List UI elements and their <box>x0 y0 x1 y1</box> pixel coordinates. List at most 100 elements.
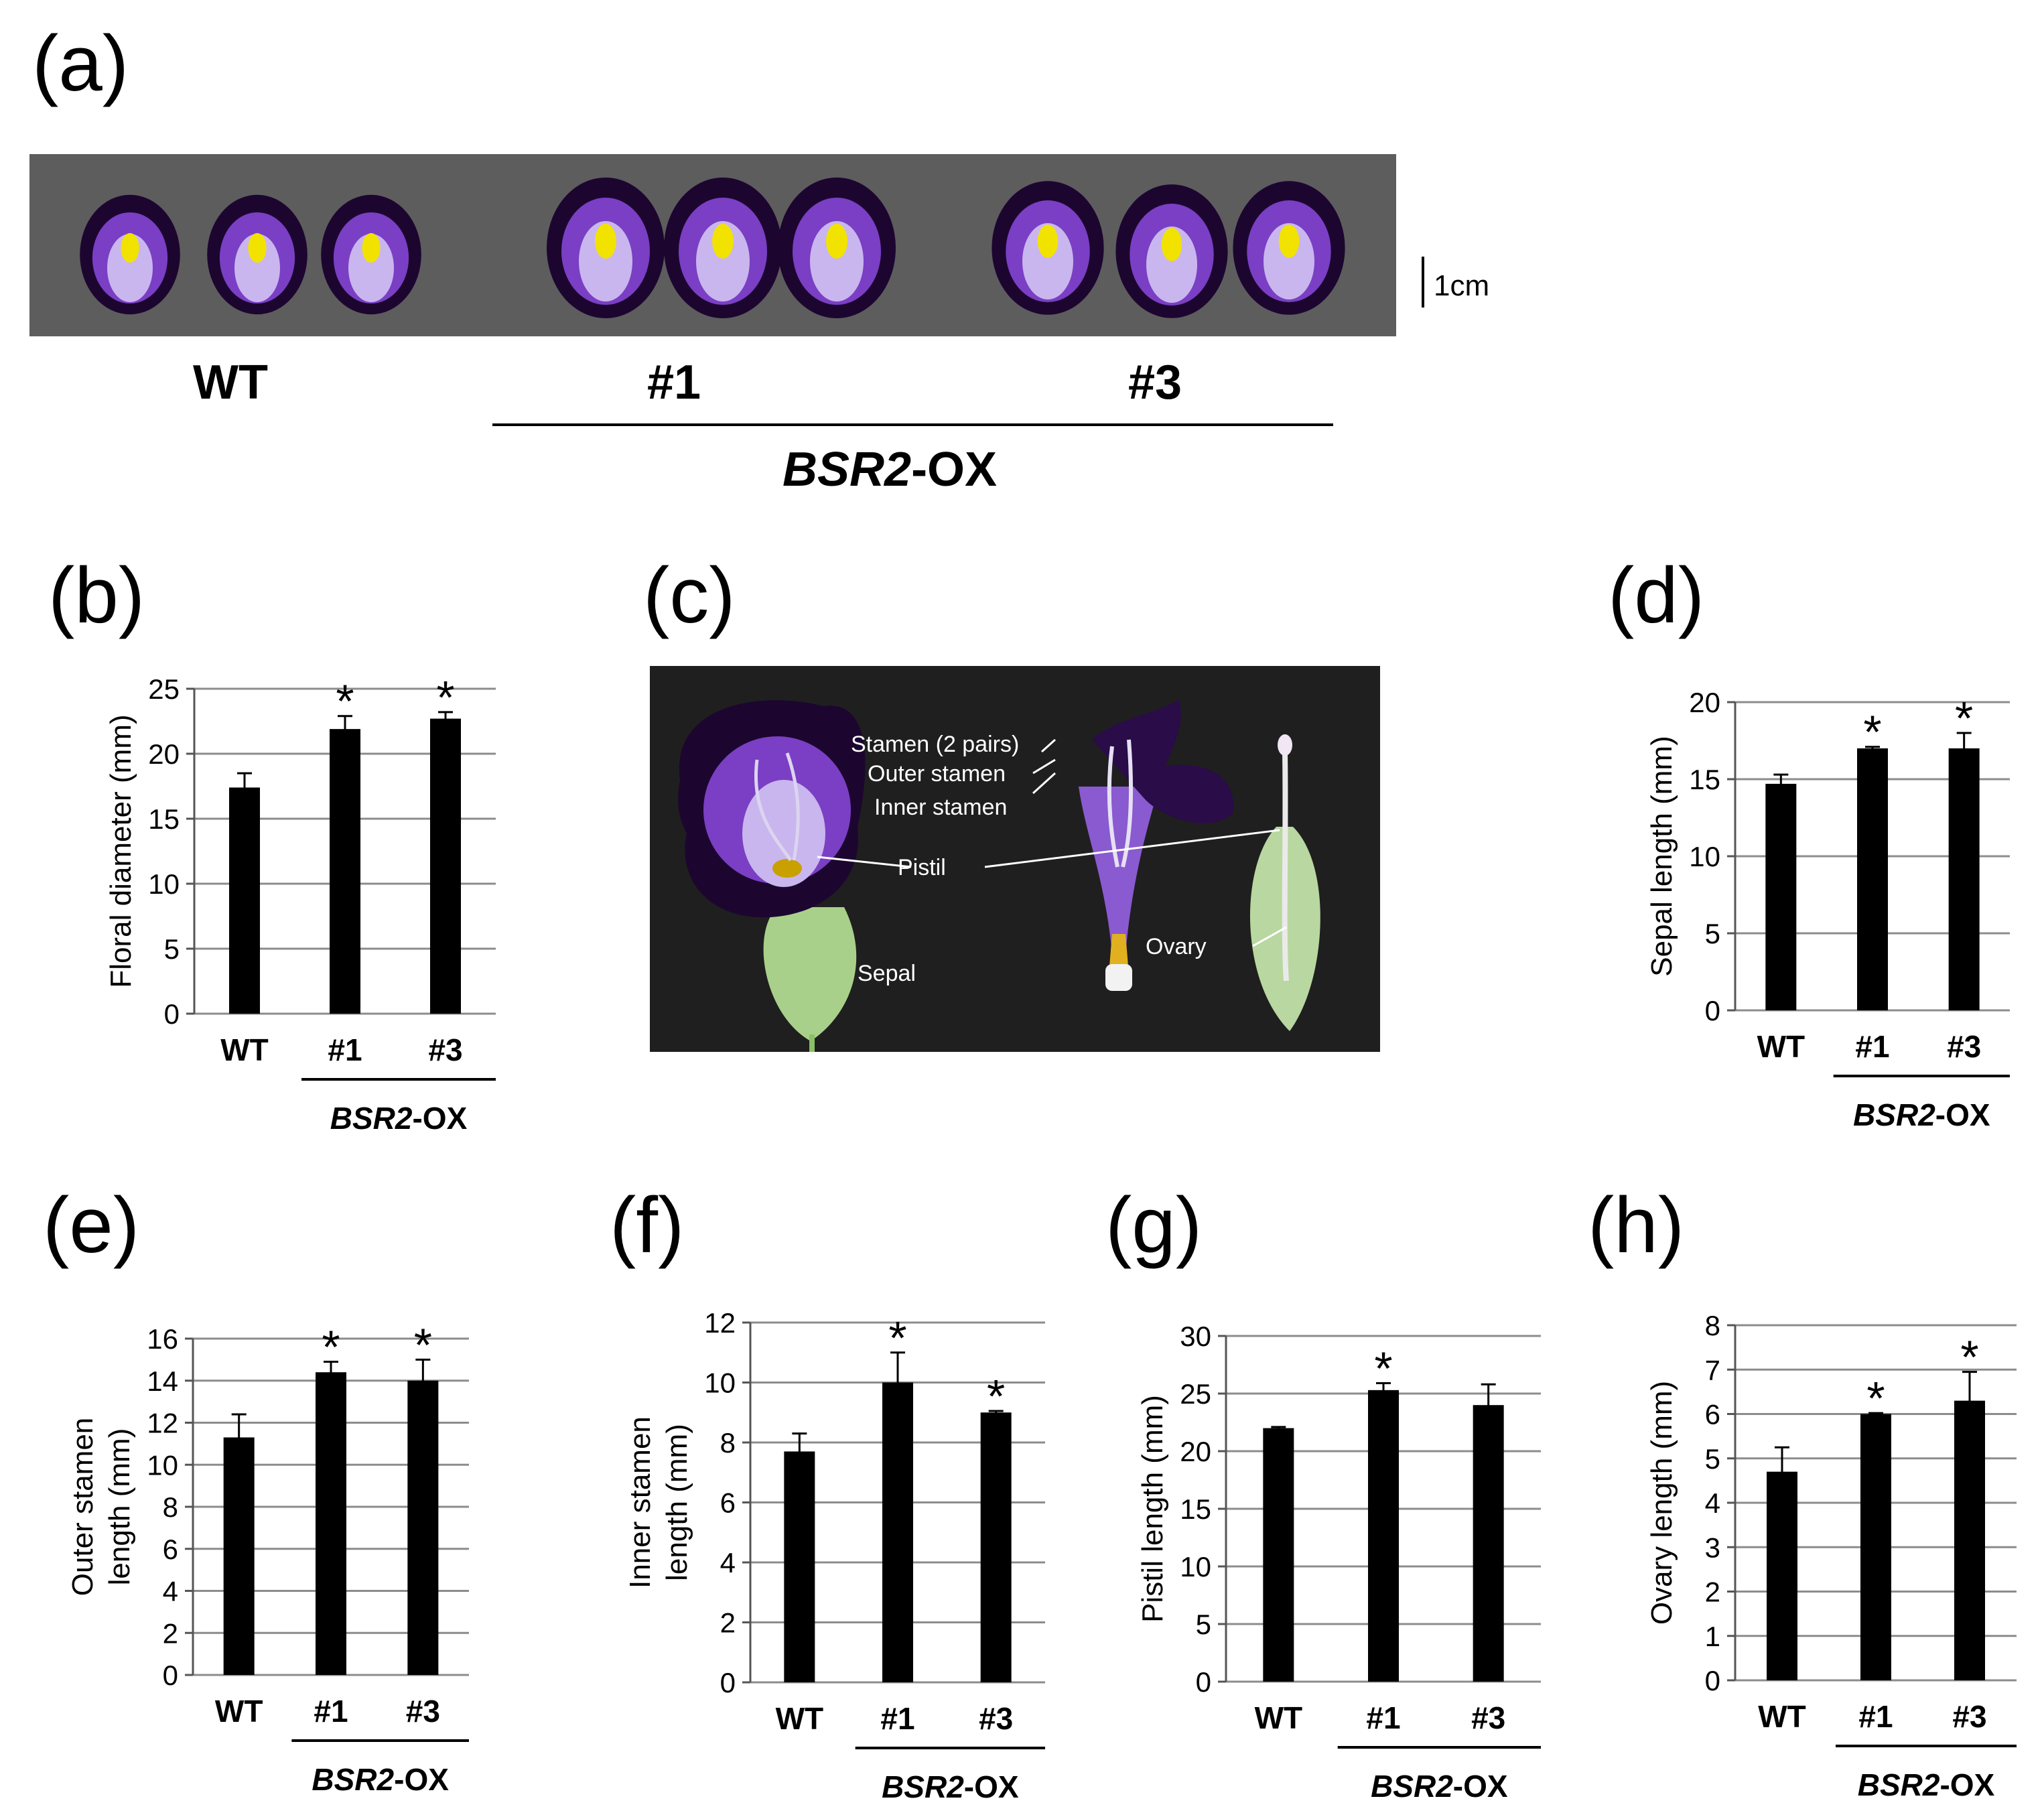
middle-upper-petals <box>1092 699 1234 823</box>
y-tick-label: 0 <box>163 1660 178 1691</box>
chart-sepal-length: 0 5 10 15 20 WT * #1 * #3 BSR2-OX Sepal length (mm) <box>1645 687 2010 1132</box>
y-tick-label: 8 <box>720 1427 736 1459</box>
y-tick-label: 4 <box>163 1576 178 1607</box>
group-suffix: -OX <box>1453 1769 1508 1804</box>
panel-label-a: (a) <box>32 19 129 108</box>
y-tick-label: 10 <box>147 1449 178 1481</box>
significance-star: * <box>414 1320 432 1371</box>
category-label: #3 <box>428 1032 462 1067</box>
bar-#1 <box>1860 1414 1891 1680</box>
bar-#1 <box>316 1372 346 1675</box>
y-tick-label: 0 <box>1705 995 1720 1026</box>
scale-bar-label: 1cm <box>1434 269 1490 302</box>
flower-photo-a <box>29 154 1396 336</box>
flower-nectar-guide <box>1037 224 1059 258</box>
middle-stamens <box>1107 739 1134 868</box>
group-suffix: -OX <box>1939 1767 1994 1802</box>
y-tick-label: 2 <box>163 1617 178 1649</box>
chart-outer-stamen-length: 0 2 4 6 8 10 12 14 16 WT * #1 * #3 BSR2-OX Outer stamen… <box>66 1320 469 1797</box>
scale-bar <box>1422 257 1424 308</box>
significance-star: * <box>1866 1372 1885 1424</box>
sepal-shape <box>763 907 857 1041</box>
bar-WT <box>1765 783 1797 1010</box>
y-tick-label: 8 <box>163 1491 178 1523</box>
stamen-pointer <box>1032 738 1057 795</box>
y-tick-label: 30 <box>1180 1321 1211 1352</box>
panel-label-d: (d) <box>1608 551 1705 640</box>
flower-2 <box>207 194 308 315</box>
y-tick-label: 5 <box>1196 1609 1211 1640</box>
bar-#3 <box>1473 1405 1504 1682</box>
middle-tube <box>1079 787 1159 954</box>
label-pistil: Pistil <box>898 855 946 880</box>
gene-suffix: -OX <box>911 443 998 496</box>
chart-ovary-length: 0 1 2 3 4 5 6 7 8 WT * #1 * #3 BSR2-OX Ovary length (mm… <box>1645 1310 2017 1802</box>
significance-star: * <box>1863 706 1881 758</box>
y-tick-label: 15 <box>148 803 180 835</box>
bar-#1 <box>1368 1390 1399 1682</box>
y-axis-label: length (mm) <box>103 1428 136 1586</box>
significance-star: * <box>1960 1331 1978 1384</box>
group-label: BSR2-OX <box>312 1762 449 1797</box>
y-tick-label: 2 <box>720 1607 736 1639</box>
dissection-illustration: Stamen (2 pairs) Outer stamen Inner stam… <box>678 699 1320 1052</box>
category-label: #1 <box>314 1694 348 1729</box>
category-label: WT <box>1255 1700 1303 1735</box>
bar-#3 <box>407 1380 439 1675</box>
bar-#1 <box>1857 748 1888 1010</box>
y-tick-label: 20 <box>148 738 180 770</box>
bar-WT <box>1767 1471 1797 1680</box>
significance-star: * <box>322 1321 340 1373</box>
bar-WT <box>223 1437 255 1675</box>
flower-nectar-guide <box>248 232 267 263</box>
panel-label-c: (c) <box>643 551 736 640</box>
y-tick-label: 7 <box>1705 1354 1720 1386</box>
flower-throat <box>1022 223 1073 299</box>
y-tick-label: 0 <box>1705 1665 1720 1696</box>
group-gene: BSR2 <box>1371 1769 1453 1804</box>
gene-name: BSR2 <box>782 443 912 496</box>
y-tick-label: 14 <box>147 1365 178 1397</box>
flower-throat <box>810 221 864 301</box>
bar-#1 <box>882 1382 913 1682</box>
y-tick-label: 1 <box>1705 1621 1720 1652</box>
category-label: WT <box>1758 1699 1806 1734</box>
flower-3 <box>321 194 421 315</box>
y-axis-label: Pistil length (mm) <box>1136 1395 1169 1623</box>
significance-star: * <box>1374 1343 1392 1395</box>
bar-#3 <box>430 718 461 1014</box>
significance-star: * <box>987 1370 1005 1422</box>
chart-pistil-length: 0 5 10 15 20 25 30 WT * #1 #3 BSR2-OX Pistil length … <box>1136 1321 1541 1804</box>
significance-star: * <box>336 675 354 728</box>
sepal-stem <box>809 1034 815 1052</box>
y-tick-label: 6 <box>163 1534 178 1565</box>
flower-nectar-guide <box>826 224 847 259</box>
label-ovary: Ovary <box>1146 934 1207 959</box>
group-line-a <box>492 423 1333 426</box>
flower-dissection-photo: Stamen (2 pairs) Outer stamen Inner stam… <box>650 666 1380 1052</box>
flower-7 <box>992 181 1104 315</box>
y-axis-label: Ovary length (mm) <box>1645 1381 1678 1625</box>
group-label: BSR2-OX <box>1858 1767 1995 1802</box>
flower-6 <box>778 178 896 318</box>
category-label: #1 <box>328 1032 362 1067</box>
group-label: BSR2-OX <box>1371 1769 1508 1804</box>
category-label: #3 <box>406 1694 440 1729</box>
bar-WT <box>1263 1428 1294 1682</box>
bar-#3 <box>1948 748 1980 1010</box>
category-label: WT <box>220 1032 269 1067</box>
y-tick-label: 4 <box>720 1547 736 1578</box>
left-stamen-filaments <box>754 752 800 862</box>
y-tick-label: 10 <box>148 868 180 900</box>
bar-#1 <box>330 729 360 1014</box>
pistil-pointer-left <box>817 856 912 868</box>
label-inner-stamen: Inner stamen <box>874 795 1007 820</box>
group-suffix: -OX <box>1935 1097 1990 1132</box>
label-line3: #3 <box>1128 356 1182 409</box>
group-suffix: -OX <box>394 1762 449 1797</box>
y-tick-label: 5 <box>1705 1443 1720 1475</box>
group-gene: BSR2 <box>882 1769 964 1804</box>
flower-throat <box>1264 223 1314 299</box>
flower-9 <box>1233 181 1345 315</box>
y-tick-label: 0 <box>720 1667 736 1698</box>
